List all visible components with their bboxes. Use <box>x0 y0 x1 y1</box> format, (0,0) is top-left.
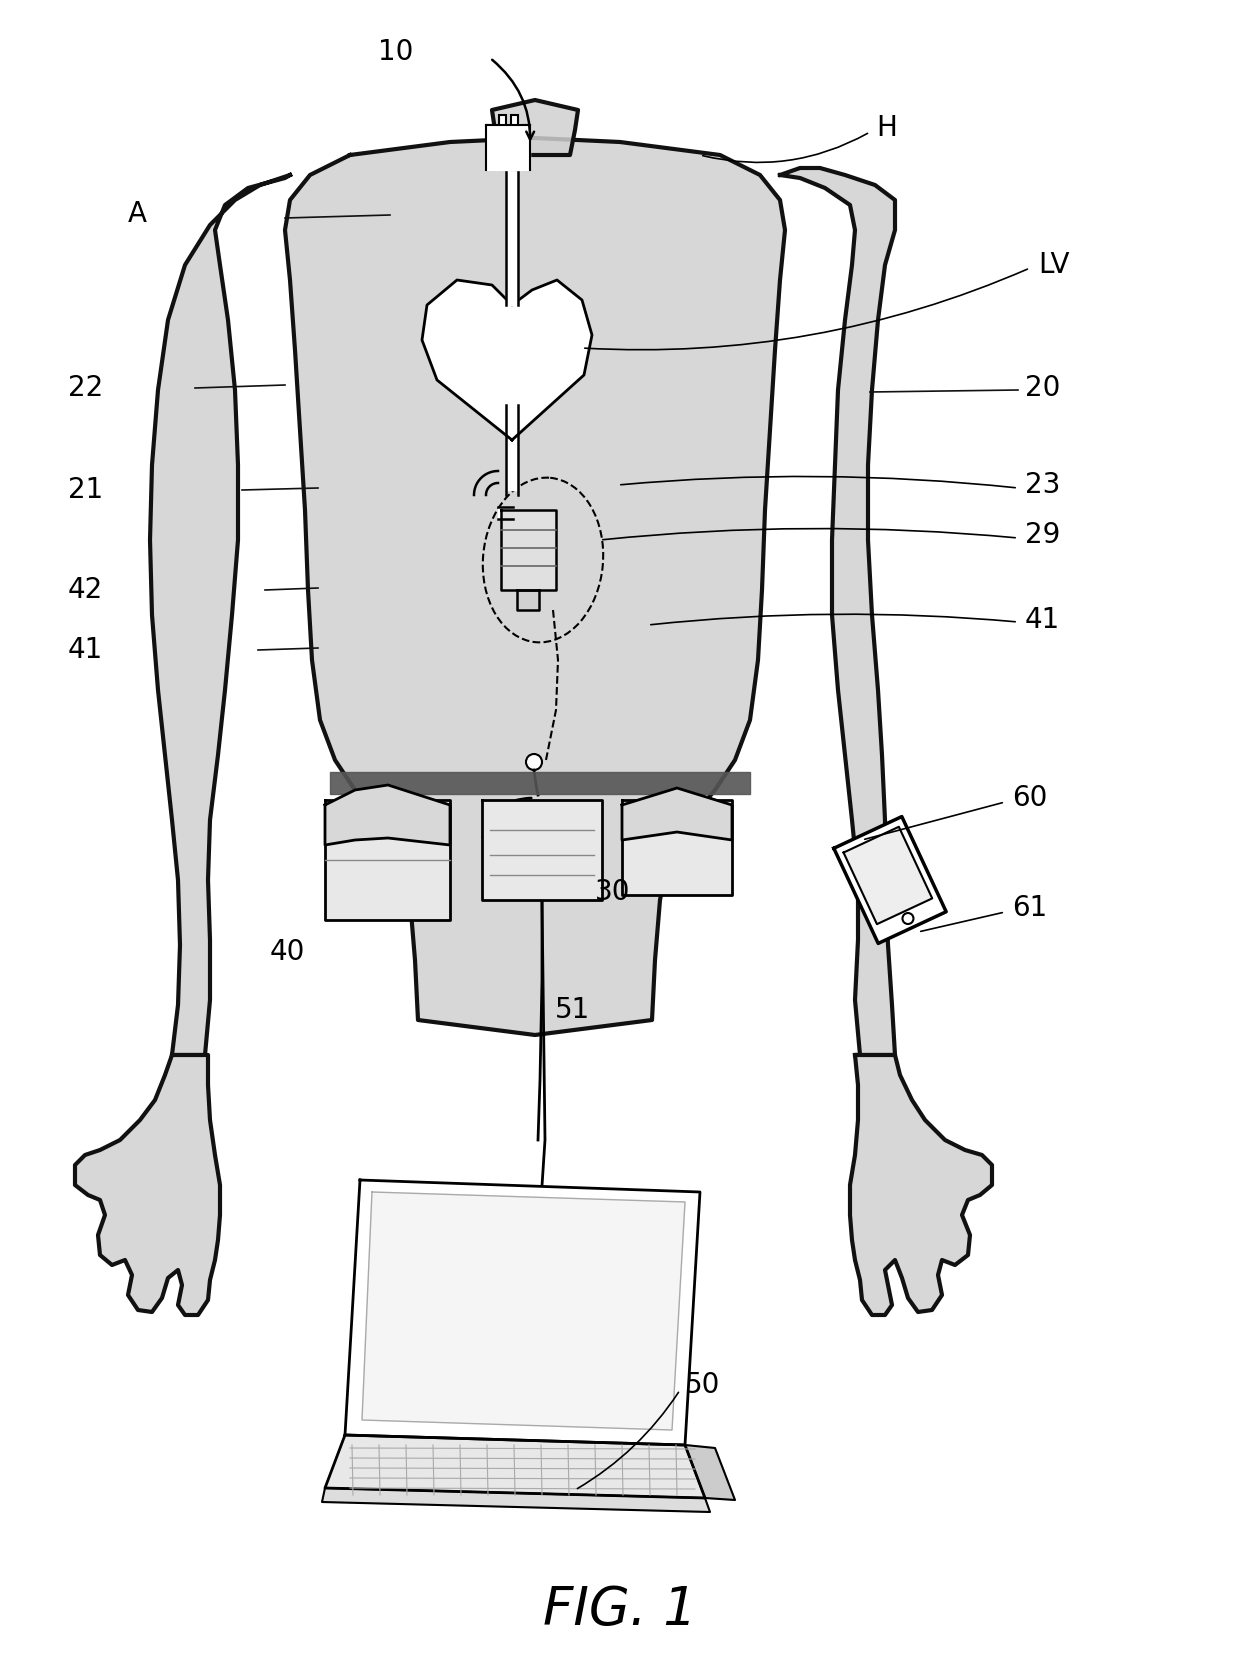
Text: 10: 10 <box>378 38 413 66</box>
Polygon shape <box>498 114 506 170</box>
Text: 41: 41 <box>1025 606 1060 634</box>
Text: 23: 23 <box>1025 472 1060 500</box>
Polygon shape <box>622 799 732 895</box>
Polygon shape <box>325 1435 706 1498</box>
Polygon shape <box>780 169 895 1054</box>
Polygon shape <box>501 510 556 589</box>
Text: 20: 20 <box>1025 374 1060 402</box>
Polygon shape <box>511 114 517 170</box>
Polygon shape <box>492 99 578 156</box>
Polygon shape <box>285 137 785 1034</box>
Polygon shape <box>322 1488 711 1513</box>
Text: 42: 42 <box>68 576 103 604</box>
Polygon shape <box>330 771 750 794</box>
Polygon shape <box>498 506 513 520</box>
Polygon shape <box>517 589 539 611</box>
Circle shape <box>903 914 914 923</box>
Text: A: A <box>128 200 148 228</box>
Polygon shape <box>482 799 601 900</box>
Text: 60: 60 <box>1012 784 1048 813</box>
Polygon shape <box>325 784 450 846</box>
Text: 40: 40 <box>270 938 305 967</box>
Text: LV: LV <box>1038 252 1069 280</box>
Polygon shape <box>74 1054 219 1316</box>
Polygon shape <box>345 1180 701 1445</box>
Polygon shape <box>506 405 518 490</box>
Circle shape <box>526 755 542 770</box>
Text: 21: 21 <box>68 477 103 505</box>
Text: 30: 30 <box>595 879 630 905</box>
Polygon shape <box>684 1445 735 1499</box>
Text: FIG. 1: FIG. 1 <box>543 1584 697 1637</box>
Polygon shape <box>622 788 732 841</box>
Polygon shape <box>486 126 529 170</box>
Text: 61: 61 <box>1012 894 1048 922</box>
Text: 51: 51 <box>556 996 590 1024</box>
Polygon shape <box>325 799 450 920</box>
Text: 22: 22 <box>68 374 103 402</box>
Polygon shape <box>422 280 591 440</box>
Text: 29: 29 <box>1025 521 1060 549</box>
Polygon shape <box>150 175 290 1054</box>
Text: 41: 41 <box>68 636 103 664</box>
Polygon shape <box>362 1192 684 1430</box>
Polygon shape <box>849 1054 992 1316</box>
Polygon shape <box>843 828 932 923</box>
Text: 50: 50 <box>684 1370 720 1398</box>
Text: H: H <box>875 114 897 142</box>
Polygon shape <box>486 126 494 170</box>
Polygon shape <box>522 126 529 170</box>
Polygon shape <box>833 816 946 943</box>
Polygon shape <box>506 170 518 305</box>
